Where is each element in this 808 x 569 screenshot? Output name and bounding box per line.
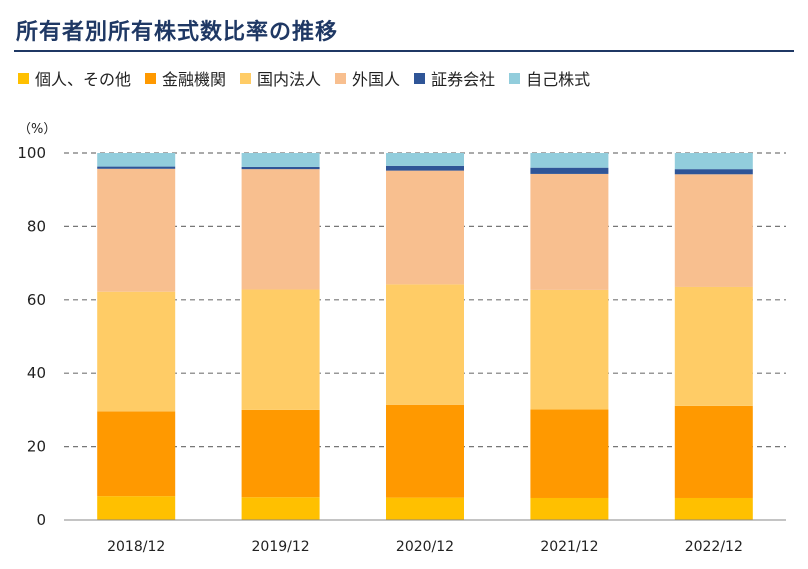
- legend-label: 個人、その他: [35, 70, 132, 89]
- legend-swatch: [240, 72, 252, 84]
- y-tick-label: 80: [27, 217, 46, 235]
- legend-item-2: 国内法人: [240, 66, 321, 90]
- bar-segment-0: [97, 496, 176, 520]
- legend-swatch: [414, 72, 426, 84]
- bar-segment-2: [97, 291, 176, 412]
- legend-swatch: [509, 72, 521, 84]
- bar-segment-3: [241, 169, 320, 290]
- legend-item-5: 自己株式: [509, 66, 590, 90]
- chart-legend: 個人、その他 金融機関 国内法人 外国人 証券会社 自己株式: [18, 66, 590, 90]
- y-tick-label: 0: [36, 511, 46, 529]
- x-category-label: 2022/12: [685, 539, 743, 555]
- legend-swatch: [145, 72, 157, 84]
- title-underline: [14, 50, 794, 52]
- x-category-label: 2021/12: [540, 539, 598, 555]
- bar-segment-5: [97, 153, 176, 167]
- bar-segment-4: [241, 166, 320, 170]
- bar-segment-0: [241, 497, 320, 520]
- y-tick-label: 40: [27, 364, 46, 382]
- bar-segment-4: [674, 169, 753, 175]
- x-category-label: 2020/12: [396, 539, 454, 555]
- bar-segment-0: [674, 497, 753, 520]
- legend-item-1: 金融機関: [145, 66, 226, 90]
- legend-label: 外国人: [352, 70, 401, 89]
- legend-label: 金融機関: [162, 70, 227, 89]
- y-tick-label: 60: [27, 291, 46, 309]
- bar-segment-2: [530, 289, 609, 410]
- bar-segment-4: [97, 166, 176, 169]
- legend-swatch: [335, 72, 347, 84]
- bar-segment-2: [241, 289, 320, 410]
- legend-item-3: 外国人: [335, 66, 400, 90]
- legend-item-0: 個人、その他: [18, 66, 131, 90]
- bar-segment-5: [674, 153, 753, 170]
- x-category-label: 2019/12: [252, 539, 310, 555]
- bar-segment-2: [386, 284, 464, 405]
- bar-segment-1: [530, 409, 609, 498]
- x-category-label: 2018/12: [107, 539, 165, 555]
- bar-segment-2: [674, 286, 753, 406]
- bar-segment-4: [386, 165, 464, 171]
- legend-label: 自己株式: [526, 70, 591, 89]
- bar-segment-1: [386, 404, 464, 498]
- bar-segment-5: [241, 153, 320, 167]
- y-tick-label: 100: [17, 144, 46, 162]
- y-axis-unit-label: （%）: [18, 122, 56, 137]
- bar-segment-3: [530, 173, 609, 290]
- y-tick-label: 20: [27, 438, 46, 456]
- bar-segment-1: [241, 409, 320, 498]
- bar-segment-5: [530, 153, 609, 168]
- bar-segment-0: [530, 497, 609, 520]
- bar-segment-4: [530, 167, 609, 174]
- legend-item-4: 証券会社: [414, 66, 495, 90]
- bar-segment-3: [97, 168, 176, 292]
- bar-segment-5: [386, 153, 464, 166]
- bar-segment-1: [674, 405, 753, 498]
- chart-title: 所有者別所有株式数比率の推移: [16, 20, 339, 45]
- legend-swatch: [18, 72, 29, 84]
- bar-segment-3: [386, 170, 464, 285]
- bar-segment-0: [386, 497, 464, 520]
- bar-segment-3: [674, 174, 753, 287]
- legend-label: 証券会社: [431, 70, 496, 89]
- legend-label: 国内法人: [257, 70, 322, 89]
- bar-segment-1: [97, 411, 176, 497]
